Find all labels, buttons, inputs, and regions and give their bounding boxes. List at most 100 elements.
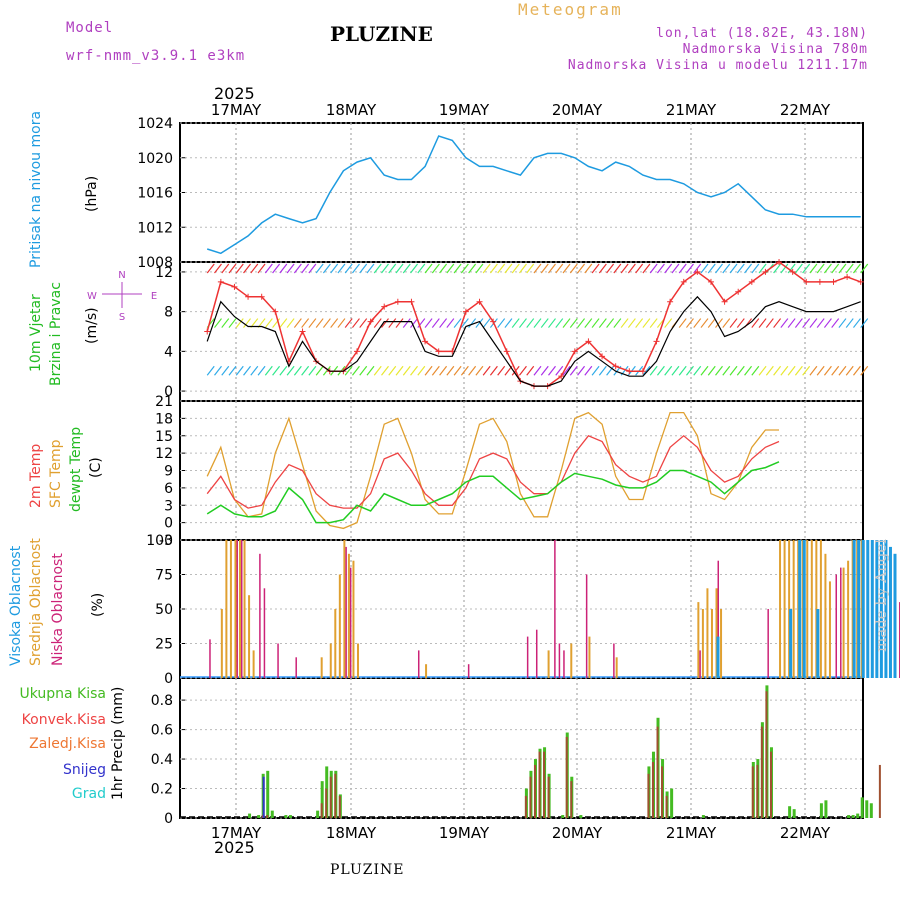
high-cloud-bar: [875, 540, 879, 678]
wind-arrow: [794, 263, 803, 274]
total-precip-bar: [257, 815, 261, 818]
wind-arrow: [533, 318, 542, 328]
mid-cloud-bar: [810, 540, 813, 678]
wind-arrow: [221, 263, 230, 274]
wind-arrow: [758, 365, 767, 376]
temp-tick-label: 15: [155, 429, 173, 445]
wind-arrow: [802, 365, 811, 376]
wind-axis-label: 10m Vjetar: [28, 294, 44, 372]
wind-arrow: [330, 318, 339, 328]
wind-arrow: [475, 318, 484, 328]
low-cloud-bar: [277, 643, 279, 678]
wind-arrow: [838, 263, 847, 274]
conv-precip-bar: [320, 803, 323, 818]
conv-precip-bar: [547, 776, 550, 818]
wind-arrow: [250, 365, 259, 376]
total-precip-bar: [819, 803, 823, 818]
wind-gust-marker: [776, 259, 783, 265]
pressure-tick-label: 1016: [137, 186, 173, 202]
temp-tick-label: 18: [155, 411, 173, 427]
wind-unit-label: (m/s): [84, 307, 100, 344]
low-cloud-bar: [717, 560, 720, 678]
wind-arrow: [424, 365, 433, 376]
wind-arrow: [460, 263, 469, 274]
conv-precip-bar: [338, 795, 341, 818]
conv-precip-bar: [543, 751, 546, 818]
wind-arrow: [773, 318, 782, 328]
wind-arrow: [264, 318, 273, 328]
total-precip-bar: [284, 815, 288, 818]
wind-arrow: [591, 365, 600, 376]
mid-cloud-bar: [847, 560, 850, 678]
wind-arrow: [272, 365, 281, 376]
day-label-top: 22MAY: [780, 101, 831, 119]
day-label-top: 21MAY: [666, 101, 717, 119]
wind-arrow: [707, 263, 716, 274]
wind-arrow: [852, 318, 861, 328]
panel-frame: [179, 261, 864, 402]
high-cloud-bar: [857, 540, 861, 678]
precip-snow-label: Snijeg: [62, 762, 106, 778]
mid-cloud-bar: [720, 609, 723, 678]
day-label-bottom: 22MAY: [780, 824, 831, 842]
year-top: 2025: [214, 84, 255, 103]
wind-gust-marker: [394, 298, 401, 305]
cloud-tick-label: 75: [155, 568, 173, 584]
wind-arrow: [468, 365, 477, 376]
wind-gust-marker: [707, 278, 714, 285]
low-cloud-bar: [209, 639, 211, 678]
wind-arrow: [751, 365, 760, 376]
2m-temp-line: [206, 434, 780, 509]
wind-gust-marker: [245, 293, 252, 300]
wind-arrow: [765, 318, 774, 328]
wind-gust-marker: [353, 348, 360, 355]
wind-arrow: [823, 318, 832, 328]
wind-gust-marker: [272, 308, 279, 315]
wind-arrow: [715, 365, 723, 376]
wind-arrow: [693, 318, 702, 328]
wind-arrow: [533, 263, 542, 274]
wind-arrow: [569, 318, 578, 328]
wind-arrow: [337, 263, 346, 274]
wind-arrow: [410, 318, 419, 328]
wind-arrow: [729, 318, 738, 328]
conv-precip-bar: [329, 776, 332, 818]
total-precip-bar: [860, 797, 864, 818]
wind-arrow: [678, 318, 687, 328]
conv-precip-bar: [334, 773, 337, 818]
wind-arrow: [359, 263, 368, 274]
wind-arrow: [664, 365, 673, 376]
wind-arrow: [410, 263, 419, 274]
low-cloud-bar: [526, 636, 529, 678]
wind-arrow: [649, 263, 658, 274]
wind-arrow: [293, 263, 302, 274]
mid-cloud-bar: [352, 560, 355, 678]
wind-arrow: [315, 365, 324, 376]
conv-precip-bar: [651, 762, 654, 818]
wind-tick-label: 12: [155, 265, 173, 281]
high-cloud-bar: [716, 636, 720, 678]
conv-precip-bar: [656, 726, 659, 818]
temp-tick-label: 21: [155, 394, 173, 410]
precip-tick-label: 0.8: [151, 693, 173, 709]
total-precip-bar: [266, 770, 270, 818]
low-cloud-bar: [840, 567, 842, 678]
wind-arrow: [402, 263, 411, 274]
wind-arrow: [548, 263, 556, 274]
wind-arrow: [301, 365, 310, 376]
day-label-top: 18MAY: [326, 101, 377, 119]
high-cloud-bar: [816, 609, 820, 678]
wind-gust-marker: [844, 273, 851, 280]
mid-cloud-bar: [697, 602, 700, 678]
wind-arrow: [577, 318, 586, 328]
wind-arrow: [453, 263, 462, 274]
wind-arrow: [577, 263, 586, 274]
wind-arrow: [751, 318, 760, 328]
wind-arrow: [359, 365, 368, 376]
wind-arrow: [860, 318, 869, 328]
high-cloud-bar: [802, 540, 806, 678]
wind-arrow: [351, 365, 360, 376]
wind-arrow: [656, 263, 665, 274]
wind-arrow: [598, 365, 607, 376]
